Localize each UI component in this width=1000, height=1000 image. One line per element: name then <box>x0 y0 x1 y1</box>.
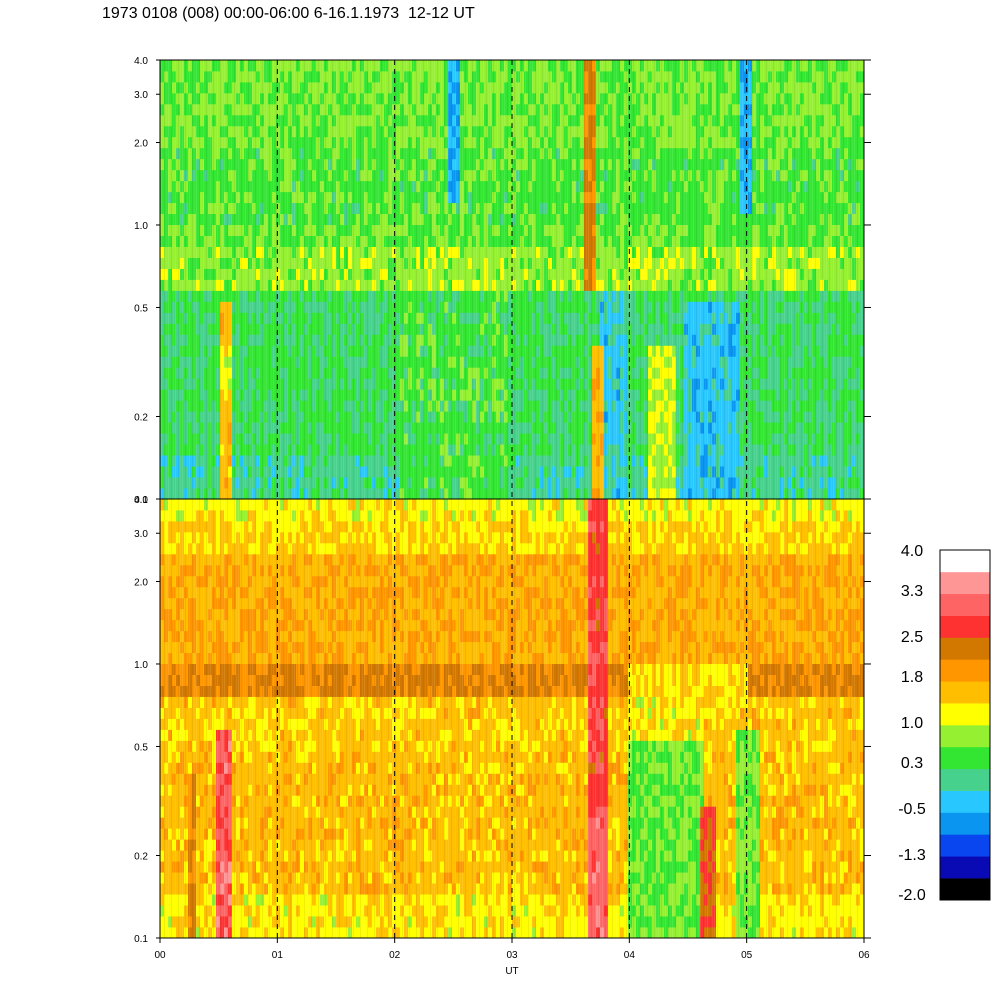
chart-title: 1973 0108 (008) 00:00-06:00 6-16.1.1973 … <box>102 5 475 22</box>
